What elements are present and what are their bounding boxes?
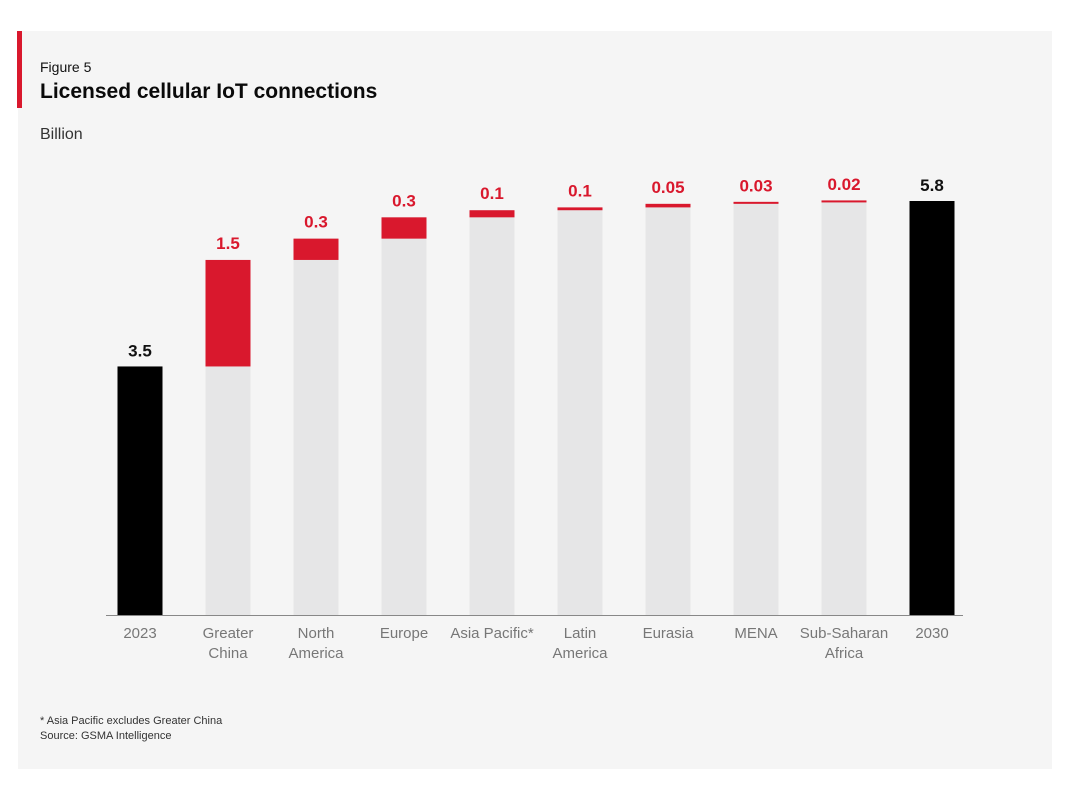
category-label: 2030 (915, 625, 948, 642)
chart-panel (18, 31, 1052, 769)
category-label: Europe (380, 625, 428, 642)
category-label: America (552, 645, 608, 662)
category-label: America (288, 645, 344, 662)
category-label: Greater (203, 625, 254, 642)
increment-value-label: 0.05 (651, 178, 684, 197)
increment-bar (733, 201, 779, 204)
increment-value-label: 0.03 (739, 176, 772, 195)
figure-label: Figure 5 (40, 59, 92, 75)
category-label: 2023 (123, 625, 156, 642)
unit-label: Billion (40, 126, 83, 143)
increment-bar (381, 217, 427, 239)
total-value-label: 3.5 (128, 341, 152, 360)
total-bar (117, 366, 163, 615)
increment-bar (557, 207, 603, 211)
base-bar (645, 203, 691, 615)
increment-bar (293, 238, 339, 260)
increment-value-label: 0.3 (304, 213, 328, 232)
increment-bar (469, 210, 515, 218)
increment-bar (821, 200, 867, 203)
increment-bar (645, 203, 691, 208)
base-bar (293, 238, 339, 616)
increment-bar (205, 259, 251, 367)
increment-value-label: 1.5 (216, 234, 240, 253)
footnotes: * Asia Pacific excludes Greater China So… (40, 714, 222, 744)
category-label: Latin (564, 625, 597, 642)
increment-value-label: 0.02 (827, 175, 860, 194)
category-label: North (298, 625, 335, 642)
total-value-label: 5.8 (920, 176, 944, 195)
base-bar (557, 207, 603, 615)
base-bar (733, 202, 779, 616)
category-label: Eurasia (643, 625, 695, 642)
base-bar (381, 217, 427, 615)
category-label: Sub-Saharan (800, 625, 888, 642)
increment-value-label: 0.1 (568, 181, 592, 200)
base-bar (821, 201, 867, 615)
increment-value-label: 0.3 (392, 191, 416, 210)
base-bar (469, 210, 515, 615)
chart-title: Licensed cellular IoT connections (40, 80, 378, 103)
category-label: China (208, 645, 248, 662)
footnote-asia-pacific: * Asia Pacific excludes Greater China (40, 715, 223, 727)
category-label: MENA (734, 625, 777, 642)
increment-value-label: 0.1 (480, 184, 504, 203)
source-note: Source: GSMA Intelligence (40, 730, 172, 742)
accent-bar (17, 31, 22, 108)
category-label: Africa (825, 645, 864, 662)
category-label: Asia Pacific* (450, 625, 534, 642)
total-bar (909, 201, 955, 615)
